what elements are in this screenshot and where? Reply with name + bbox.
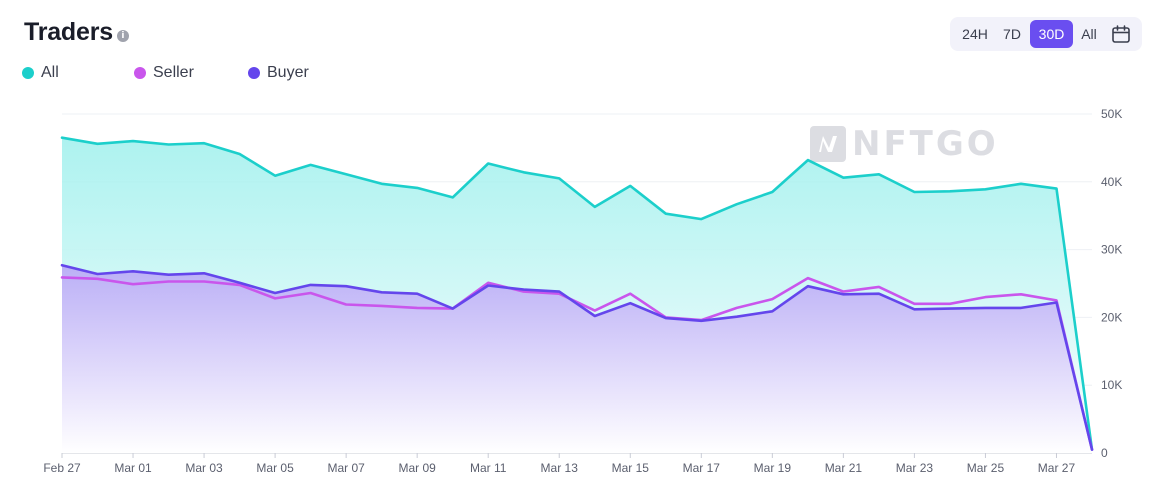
y-tick-label: 50K (1101, 107, 1122, 121)
x-tick-label: Mar 13 (541, 461, 579, 475)
range-all-button[interactable]: All (1081, 26, 1097, 42)
watermark-text: NFTGO (852, 124, 999, 164)
x-tick-label: Mar 21 (825, 461, 863, 475)
x-tick-label: Mar 27 (1038, 461, 1076, 475)
legend-item-all[interactable]: All (22, 64, 134, 82)
legend-dot-all (22, 67, 34, 79)
y-tick-label: 10K (1101, 378, 1122, 392)
x-tick-label: Feb 27 (43, 461, 81, 475)
watermark: NFTGO (810, 124, 999, 164)
x-tick-label: Mar 15 (612, 461, 650, 475)
x-tick-label: Mar 23 (896, 461, 934, 475)
range-7d-button[interactable]: 7D (1003, 26, 1021, 42)
y-tick-label: 0 (1101, 446, 1108, 460)
page-title: Traders (24, 18, 113, 46)
chart-header: Traders i (24, 18, 129, 47)
x-tick-label: Mar 09 (398, 461, 436, 475)
legend-item-buyer[interactable]: Buyer (248, 64, 309, 82)
y-tick-label: 20K (1101, 310, 1122, 324)
legend-label-seller: Seller (153, 64, 194, 81)
legend-label-buyer: Buyer (267, 64, 309, 81)
legend-label-all: All (41, 64, 59, 81)
x-tick-label: Mar 03 (185, 461, 223, 475)
series-line-all (60, 136, 1094, 451)
series-line-seller (60, 276, 1094, 451)
y-tick-label: 40K (1101, 175, 1122, 189)
area-buyer (62, 265, 1092, 453)
info-icon[interactable]: i (116, 30, 129, 42)
calendar-icon[interactable] (1110, 23, 1132, 45)
legend-item-seller[interactable]: Seller (134, 64, 248, 82)
x-tick-label: Mar 05 (256, 461, 294, 475)
time-range-selector: 24H 7D 30D All (950, 17, 1142, 51)
chart-legend: All Seller Buyer (22, 64, 309, 82)
range-24h-button[interactable]: 24H (962, 26, 988, 42)
legend-dot-buyer (248, 67, 260, 79)
x-tick-label: Mar 19 (754, 461, 792, 475)
x-tick-label: Mar 17 (683, 461, 721, 475)
range-30d-button[interactable]: 30D (1030, 20, 1073, 48)
legend-dot-seller (134, 67, 146, 79)
watermark-logo-icon (810, 126, 846, 162)
x-tick-label: Mar 07 (327, 461, 365, 475)
x-tick-label: Mar 01 (114, 461, 152, 475)
x-tick-label: Mar 11 (470, 461, 507, 475)
series-line-buyer (60, 263, 1094, 451)
x-tick-label: Mar 25 (967, 461, 1005, 475)
y-tick-label: 30K (1101, 243, 1122, 257)
